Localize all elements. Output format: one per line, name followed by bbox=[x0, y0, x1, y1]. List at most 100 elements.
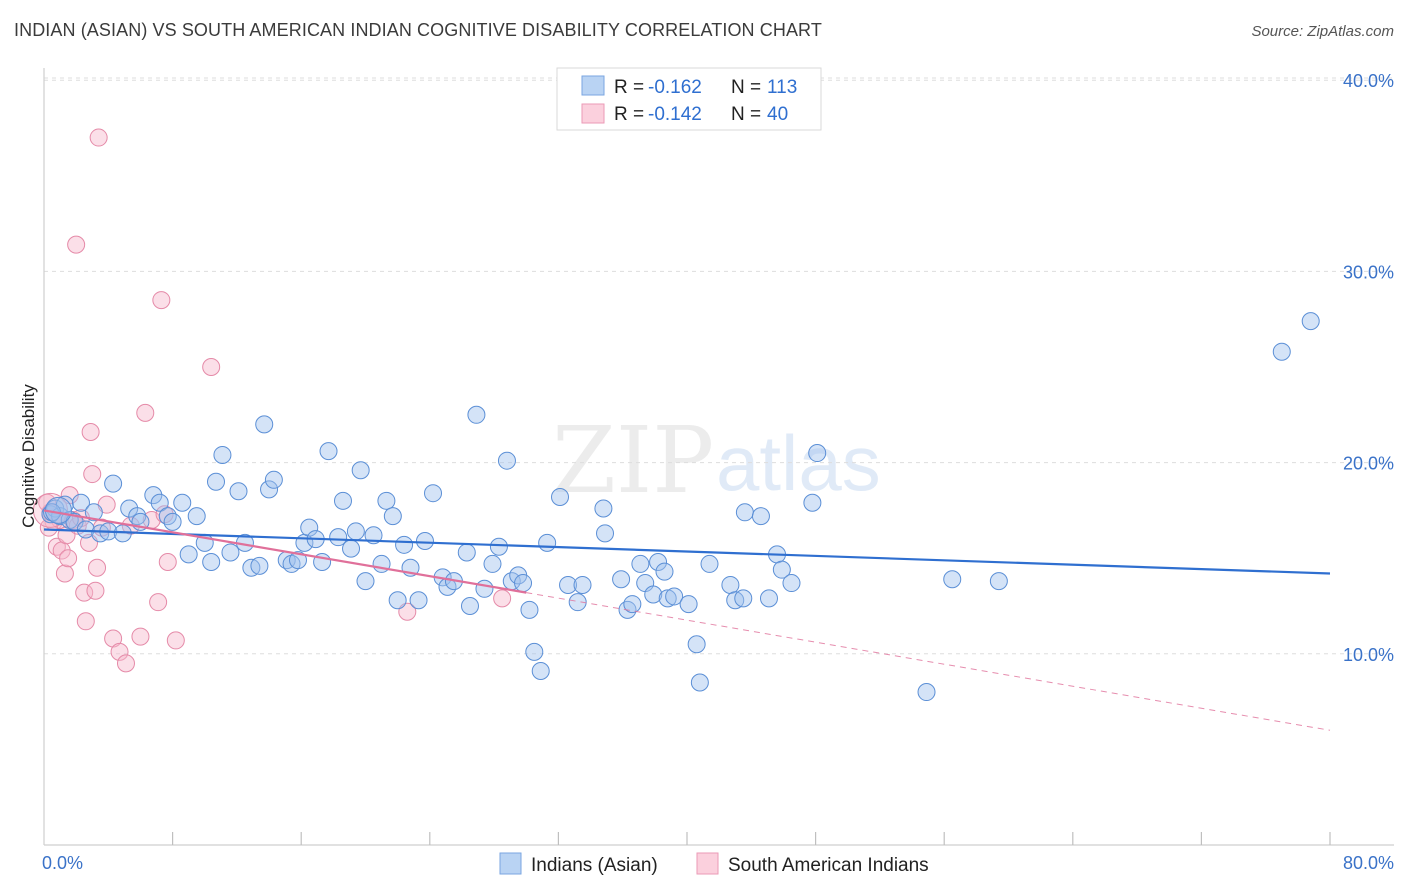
data-point-indians-asian bbox=[734, 589, 753, 608]
data-point-indians-asian bbox=[772, 560, 791, 579]
trend-line-south-american-indians bbox=[43, 509, 527, 594]
data-point-indians-asian bbox=[751, 507, 770, 526]
data-point-south-american-indians bbox=[152, 291, 171, 310]
data-point-indians-asian bbox=[690, 673, 709, 692]
data-point-indians-asian bbox=[1272, 342, 1291, 361]
data-point-indians-asian bbox=[803, 493, 822, 512]
data-point-south-american-indians bbox=[116, 654, 135, 673]
chart-title: INDIAN (ASIAN) VS SOUTH AMERICAN INDIAN … bbox=[14, 20, 822, 40]
data-point-indians-asian bbox=[475, 579, 494, 598]
data-point-indians-asian bbox=[221, 543, 240, 562]
legend-swatch-blue bbox=[581, 75, 605, 96]
data-point-indians-asian bbox=[596, 524, 615, 543]
data-point-indians-asian bbox=[84, 503, 103, 522]
data-point-indians-asian bbox=[424, 484, 443, 503]
data-point-indians-asian bbox=[388, 591, 407, 610]
bottom-legend-label-blue: Indians (Asian) bbox=[531, 855, 658, 876]
data-point-indians-asian bbox=[531, 662, 550, 681]
data-point-indians-asian bbox=[173, 493, 192, 512]
data-point-indians-asian bbox=[514, 574, 533, 593]
data-point-indians-asian bbox=[383, 507, 402, 526]
data-point-indians-asian bbox=[300, 518, 319, 537]
data-point-indians-asian bbox=[260, 480, 279, 499]
y-tick-label: 10.0% bbox=[1343, 645, 1394, 665]
data-point-indians-asian bbox=[655, 562, 674, 581]
data-point-indians-asian bbox=[525, 642, 544, 661]
legend-swatch-pink bbox=[581, 103, 605, 124]
data-point-indians-asian bbox=[288, 551, 307, 570]
data-point-indians-asian bbox=[573, 575, 592, 594]
series-south-american-indians bbox=[32, 128, 512, 673]
x-tick-label-max: 80.0% bbox=[1343, 853, 1394, 873]
data-point-indians-asian bbox=[551, 488, 570, 507]
data-point-indians-asian bbox=[658, 589, 677, 608]
data-point-south-american-indians bbox=[55, 564, 74, 583]
data-point-indians-asian bbox=[250, 556, 269, 575]
data-point-south-american-indians bbox=[67, 235, 86, 254]
data-point-indians-asian bbox=[687, 635, 706, 654]
data-point-indians-asian bbox=[187, 507, 206, 526]
watermark: ZIP atlas bbox=[552, 407, 881, 514]
data-point-south-american-indians bbox=[75, 583, 94, 602]
data-point-south-american-indians bbox=[86, 581, 105, 600]
legend-r-value-2: -0.142 bbox=[648, 104, 702, 125]
data-point-indians-asian bbox=[395, 535, 414, 554]
data-point-south-american-indians bbox=[158, 553, 177, 572]
data-point-indians-asian bbox=[489, 537, 508, 556]
legend-r-label-2: R = bbox=[614, 104, 644, 125]
data-point-indians-asian bbox=[538, 533, 557, 552]
data-point-indians-asian bbox=[612, 570, 631, 589]
data-point-indians-asian bbox=[782, 574, 801, 593]
data-point-indians-asian bbox=[264, 470, 283, 489]
data-point-indians-asian bbox=[71, 493, 90, 512]
data-point-south-american-indians bbox=[131, 627, 150, 646]
data-point-south-american-indians bbox=[110, 642, 129, 661]
data-point-indians-asian bbox=[158, 507, 177, 526]
legend-n-value-2: 40 bbox=[767, 104, 788, 125]
watermark-zip: ZIP bbox=[552, 407, 714, 514]
data-point-indians-asian bbox=[989, 572, 1008, 591]
data-point-indians-asian bbox=[213, 445, 232, 464]
legend-n-label-2: N = bbox=[731, 104, 761, 125]
axes bbox=[43, 68, 1394, 846]
data-point-indians-asian bbox=[409, 591, 428, 610]
data-point-south-american-indians bbox=[202, 358, 221, 376]
data-point-indians-asian bbox=[255, 415, 274, 434]
data-point-indians-asian bbox=[128, 507, 147, 526]
bottom-legend: Indians (Asian) South American Indians bbox=[499, 852, 929, 876]
source-credit: Source: ZipAtlas.com bbox=[1251, 23, 1394, 40]
data-point-south-american-indians bbox=[59, 549, 78, 568]
y-axis-title: Cognitive Disability bbox=[19, 384, 38, 528]
data-point-south-american-indians bbox=[166, 631, 185, 650]
data-point-indians-asian bbox=[594, 499, 613, 518]
data-point-south-american-indians bbox=[83, 465, 102, 484]
trend-line-south-american-indians-dashed bbox=[526, 592, 1331, 731]
data-point-indians-asian bbox=[229, 482, 248, 501]
data-point-indians-asian bbox=[163, 512, 182, 531]
data-point-south-american-indians bbox=[81, 423, 100, 442]
bottom-legend-swatch-blue bbox=[499, 852, 522, 875]
trend-line-indians-asian bbox=[43, 528, 1331, 575]
data-point-indians-asian bbox=[333, 491, 352, 510]
data-point-indians-asian bbox=[144, 486, 163, 505]
data-point-indians-asian bbox=[644, 585, 663, 604]
trend-lines-overlay bbox=[43, 509, 1331, 731]
bottom-legend-swatch-pink bbox=[696, 852, 719, 875]
data-point-indians-asian bbox=[319, 442, 338, 461]
data-point-indians-asian bbox=[808, 444, 827, 463]
data-point-indians-asian bbox=[76, 520, 95, 539]
data-point-indians-asian bbox=[104, 474, 123, 493]
data-point-south-american-indians bbox=[76, 612, 95, 631]
legend-r-value-1: -0.162 bbox=[648, 77, 702, 98]
data-point-indians-asian bbox=[202, 553, 221, 572]
data-point-indians-asian bbox=[457, 543, 476, 562]
data-point-indians-asian bbox=[342, 539, 361, 558]
legend: R = -0.162 N = 113 R = -0.142 N = 40 bbox=[556, 67, 822, 131]
data-point-south-american-indians bbox=[136, 403, 155, 422]
data-point-south-american-indians bbox=[493, 589, 512, 608]
legend-n-label-1: N = bbox=[731, 77, 761, 98]
data-point-indians-asian bbox=[329, 528, 348, 547]
y-tick-label: 40.0% bbox=[1343, 71, 1394, 91]
data-point-indians-asian bbox=[497, 451, 516, 470]
data-point-indians-asian bbox=[364, 526, 383, 545]
